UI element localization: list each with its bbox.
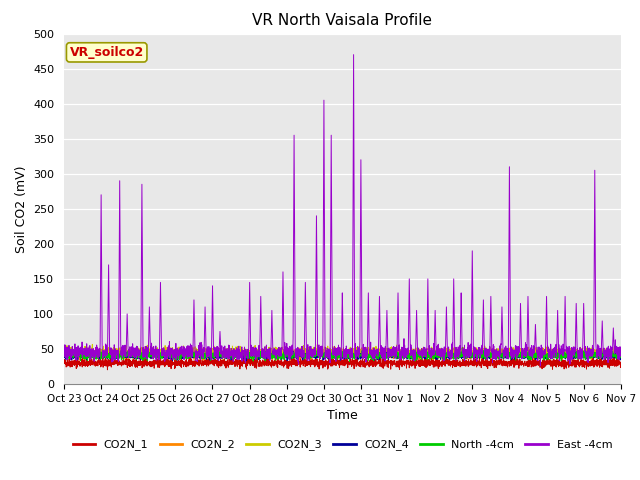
CO2N_2 (617, 349, 625, 355)
East -4cm (352, 349, 360, 355)
North -4cm (346, 359, 353, 364)
CO2N_3 (418, 353, 426, 359)
East -4cm (536, 363, 544, 369)
CO2N_3 (88, 341, 96, 347)
East -4cm (349, 52, 357, 58)
CO2N_3 (352, 349, 360, 355)
CO2N_4 (308, 352, 316, 358)
East -4cm (60, 342, 68, 348)
East -4cm (418, 353, 426, 359)
Legend: CO2N_1, CO2N_2, CO2N_3, CO2N_4, North -4cm, East -4cm: CO2N_1, CO2N_2, CO2N_3, CO2N_4, North -4… (68, 435, 616, 455)
North -4cm (442, 350, 450, 356)
CO2N_1 (303, 362, 311, 368)
Line: CO2N_1: CO2N_1 (64, 355, 621, 370)
CO2N_3 (60, 348, 68, 353)
CO2N_2 (443, 349, 451, 355)
CO2N_4 (617, 354, 625, 360)
CO2N_3 (443, 347, 451, 352)
CO2N_2 (418, 352, 426, 358)
CO2N_2 (296, 358, 303, 363)
CO2N_1 (308, 358, 316, 363)
East -4cm (303, 347, 311, 352)
CO2N_2 (352, 354, 360, 360)
CO2N_2 (303, 353, 311, 359)
North -4cm (308, 352, 316, 358)
CO2N_1 (540, 352, 548, 358)
CO2N_1 (104, 367, 111, 372)
CO2N_2 (60, 353, 68, 359)
North -4cm (60, 350, 68, 356)
East -4cm (131, 350, 139, 356)
CO2N_4 (303, 351, 311, 357)
CO2N_1 (131, 364, 139, 370)
CO2N_3 (308, 349, 316, 355)
CO2N_3 (303, 347, 311, 353)
CO2N_1 (352, 357, 360, 363)
North -4cm (303, 351, 311, 357)
Line: North -4cm: North -4cm (64, 348, 621, 361)
CO2N_1 (60, 359, 68, 365)
CO2N_2 (131, 348, 139, 354)
CO2N_3 (131, 350, 139, 356)
CO2N_4 (60, 350, 68, 356)
Line: CO2N_3: CO2N_3 (64, 344, 621, 360)
Title: VR North Vaisala Profile: VR North Vaisala Profile (252, 13, 433, 28)
East -4cm (308, 350, 316, 356)
CO2N_4 (243, 358, 250, 363)
CO2N_1 (617, 362, 625, 368)
Y-axis label: Soil CO2 (mV): Soil CO2 (mV) (15, 165, 28, 252)
CO2N_1 (418, 359, 426, 365)
CO2N_2 (308, 351, 316, 357)
CO2N_3 (208, 357, 216, 362)
CO2N_4 (352, 353, 360, 359)
CO2N_1 (442, 359, 450, 365)
Line: East -4cm: East -4cm (64, 55, 621, 366)
Line: CO2N_4: CO2N_4 (64, 351, 621, 360)
North -4cm (131, 351, 139, 357)
CO2N_3 (617, 351, 625, 357)
Text: VR_soilco2: VR_soilco2 (70, 46, 144, 59)
CO2N_4 (442, 354, 450, 360)
North -4cm (458, 345, 466, 350)
CO2N_2 (119, 344, 127, 350)
CO2N_4 (131, 352, 139, 358)
CO2N_4 (418, 354, 426, 360)
X-axis label: Time: Time (327, 409, 358, 422)
East -4cm (617, 350, 625, 356)
North -4cm (617, 354, 625, 360)
North -4cm (352, 350, 360, 356)
CO2N_4 (582, 348, 589, 354)
North -4cm (418, 355, 426, 361)
Line: CO2N_2: CO2N_2 (64, 347, 621, 360)
East -4cm (442, 312, 450, 317)
